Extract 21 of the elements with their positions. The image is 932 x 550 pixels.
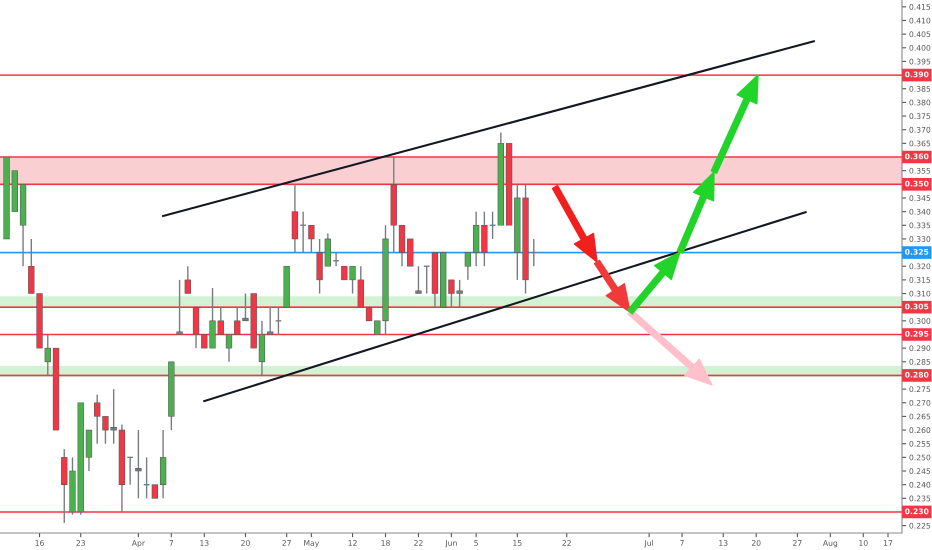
candlestick — [176, 279, 183, 336]
candlestick — [423, 266, 430, 294]
candlestick — [464, 252, 472, 281]
candlestick — [267, 306, 274, 336]
candlestick — [308, 224, 315, 254]
candlestick — [530, 238, 538, 267]
candlestick — [274, 306, 282, 336]
candlestick — [135, 429, 142, 500]
candlestick — [152, 484, 158, 499]
candlestick — [456, 279, 463, 308]
candlestick — [226, 334, 232, 362]
candlestick — [300, 210, 307, 254]
candlestick — [184, 266, 191, 294]
candlestick — [143, 456, 150, 500]
candlestick — [126, 456, 134, 486]
candlestick — [341, 266, 348, 281]
candlestick — [44, 334, 51, 376]
candlestick — [374, 320, 380, 335]
candlestick — [332, 252, 340, 267]
candlestick — [489, 210, 496, 240]
candlestick — [415, 266, 422, 294]
